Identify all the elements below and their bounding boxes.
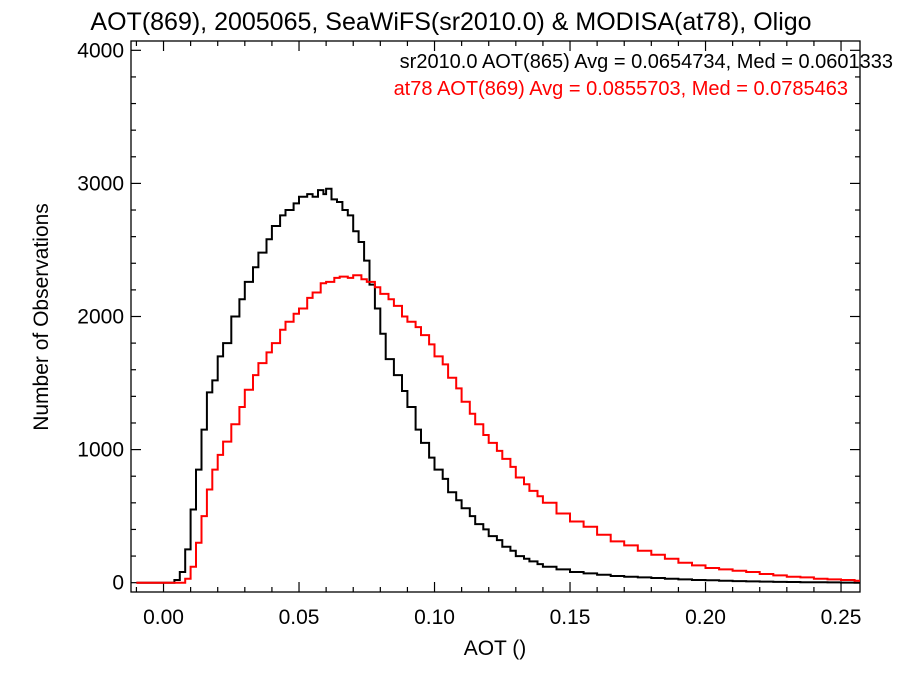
legend-item-sr2010: sr2010.0 AOT(865) Avg = 0.0654734, Med =… — [400, 51, 893, 73]
x-tick-label: 0.20 — [685, 606, 726, 629]
x-axis-ticks: 0.00 0.05 0.10 0.15 0.20 0.25 — [135, 41, 862, 629]
y-tick-label: 2000 — [77, 306, 124, 329]
x-tick-label: 0.05 — [279, 606, 320, 629]
x-tick-label: 0.25 — [821, 606, 862, 629]
legend: sr2010.0 AOT(865) Avg = 0.0654734, Med =… — [394, 51, 893, 100]
y-axis-ticks: 0 1000 2000 3000 4000 — [77, 39, 860, 595]
series-line-at78 — [136, 274, 860, 584]
x-tick-label: 0.10 — [414, 606, 455, 629]
y-tick-label: 4000 — [77, 39, 124, 62]
series-line-sr2010 — [136, 187, 860, 584]
x-axis-label: AOT () — [464, 637, 527, 660]
chart-title: AOT(869), 2005065, SeaWiFS(sr2010.0) & M… — [90, 8, 811, 36]
y-tick-label: 3000 — [77, 172, 124, 195]
series-layer — [136, 187, 860, 584]
legend-item-at78: at78 AOT(869) Avg = 0.0855703, Med = 0.0… — [394, 78, 848, 100]
y-axis-label: Number of Observations — [30, 203, 53, 431]
x-tick-label: 0.15 — [550, 606, 591, 629]
x-tick-label: 0.00 — [143, 606, 184, 629]
y-tick-label: 1000 — [77, 439, 124, 462]
y-tick-label: 0 — [112, 572, 124, 595]
